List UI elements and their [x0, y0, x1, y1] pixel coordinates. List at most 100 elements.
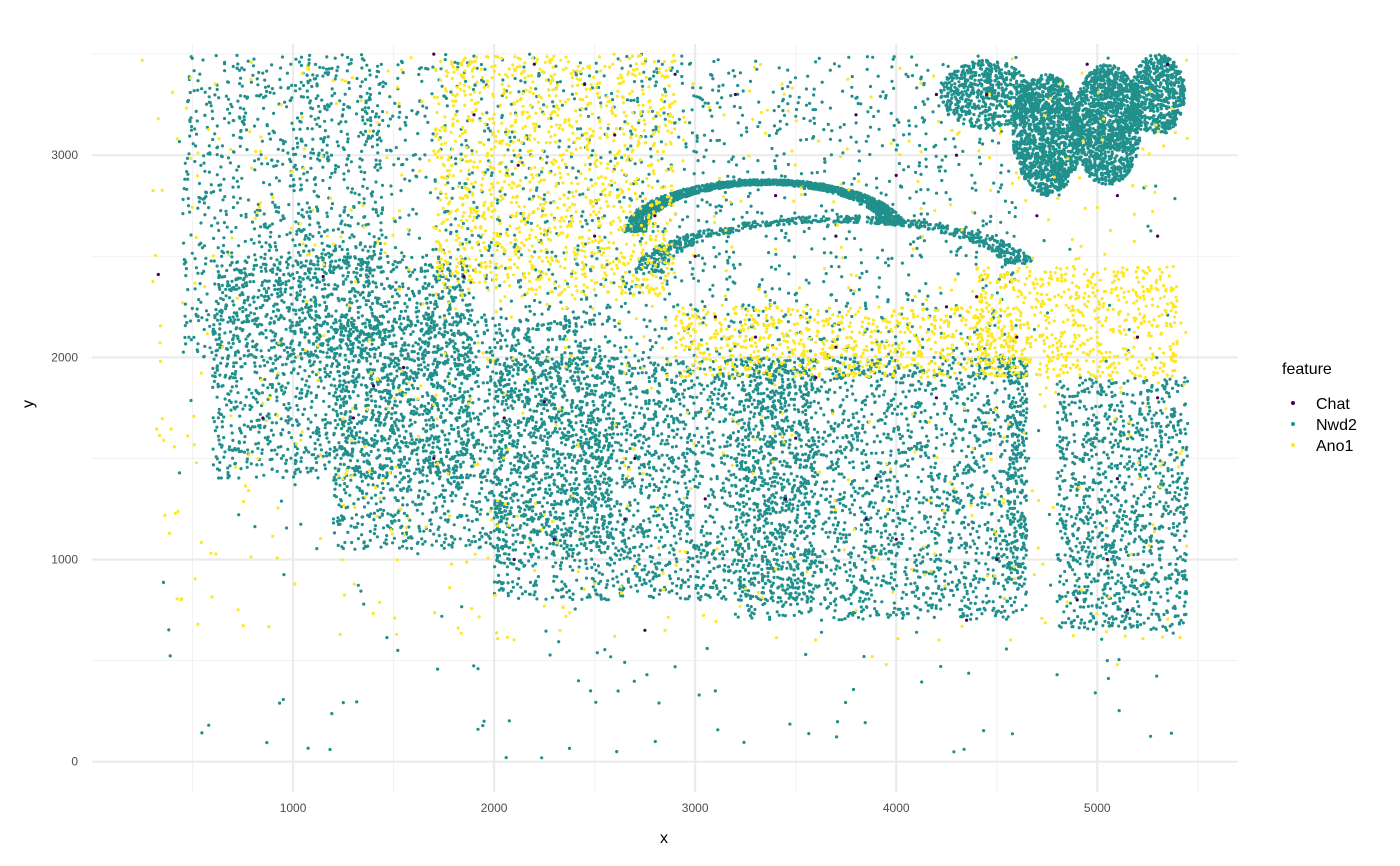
- data-point: [316, 94, 320, 98]
- data-point: [305, 178, 309, 182]
- data-point: [243, 94, 247, 98]
- data-point: [347, 360, 351, 364]
- data-point: [220, 309, 224, 313]
- data-point: [376, 455, 380, 459]
- data-point: [642, 578, 646, 582]
- data-point: [229, 318, 233, 322]
- data-point: [389, 427, 393, 432]
- data-point: [550, 472, 555, 477]
- data-point: [586, 516, 591, 520]
- data-point: [453, 274, 457, 278]
- data-point: [249, 80, 253, 84]
- data-point: [352, 381, 356, 385]
- data-point: [226, 107, 230, 111]
- data-point: [364, 101, 368, 105]
- data-point: [315, 286, 319, 290]
- data-point: [483, 450, 487, 454]
- data-point: [427, 443, 431, 447]
- data-point: [334, 259, 338, 263]
- data-point: [362, 505, 367, 509]
- data-point: [476, 373, 480, 377]
- data-point: [573, 370, 577, 374]
- data-point: [218, 460, 222, 464]
- data-point: [658, 528, 662, 532]
- data-point: [238, 82, 242, 86]
- data-point: [442, 404, 446, 408]
- data-point: [532, 431, 536, 435]
- data-point: [610, 436, 614, 440]
- data-point: [392, 536, 396, 540]
- data-point: [381, 486, 385, 490]
- data-point: [406, 398, 410, 402]
- data-point: [574, 421, 578, 425]
- data-point: [262, 473, 266, 477]
- data-point: [415, 452, 419, 456]
- data-point: [295, 386, 299, 390]
- data-point: [370, 342, 374, 346]
- data-point: [618, 557, 622, 562]
- data-point: [347, 264, 351, 268]
- data-point: [260, 451, 264, 455]
- data-point: [385, 412, 389, 416]
- data-point: [457, 411, 461, 415]
- data-point: [342, 208, 346, 213]
- data-point: [343, 255, 347, 259]
- data-point: [399, 412, 403, 416]
- data-point: [330, 171, 334, 175]
- data-point: [428, 529, 432, 533]
- data-point: [471, 360, 475, 364]
- data-point: [530, 415, 534, 419]
- data-point: [391, 359, 395, 363]
- data-point: [185, 156, 190, 160]
- data-point: [198, 282, 202, 286]
- data-point: [223, 195, 227, 199]
- data-point: [249, 238, 253, 242]
- data-point: [468, 358, 472, 362]
- data-point: [378, 463, 382, 467]
- data-point: [376, 323, 380, 327]
- data-point: [300, 330, 304, 334]
- data-point: [442, 540, 446, 545]
- data-point: [393, 411, 397, 415]
- data-point: [685, 524, 689, 528]
- data-point: [558, 427, 562, 431]
- data-point: [269, 230, 273, 234]
- data-point: [353, 547, 357, 551]
- data-point: [348, 255, 352, 259]
- data-point: [708, 569, 712, 574]
- data-point: [431, 481, 435, 485]
- data-point: [231, 438, 235, 442]
- data-point: [423, 489, 427, 494]
- data-point: [342, 324, 346, 328]
- data-point: [334, 426, 338, 430]
- data-point: [492, 529, 496, 533]
- data-point: [206, 313, 211, 317]
- data-point: [495, 412, 499, 416]
- data-point: [391, 263, 395, 267]
- data-point: [346, 365, 350, 369]
- data-point: [446, 331, 450, 335]
- data-point: [294, 395, 298, 399]
- data-point: [505, 572, 509, 577]
- data-point: [440, 461, 444, 465]
- data-point: [211, 137, 215, 142]
- data-point: [773, 484, 777, 488]
- data-point: [421, 357, 425, 361]
- data-point: [223, 274, 227, 279]
- data-point: [325, 211, 329, 215]
- data-point: [257, 418, 261, 422]
- data-point: [442, 389, 446, 393]
- data-point: [453, 537, 457, 541]
- data-point: [196, 314, 200, 318]
- data-point: [363, 170, 367, 175]
- data-point: [188, 134, 192, 138]
- data-point: [379, 248, 383, 252]
- data-point: [314, 96, 318, 101]
- data-point: [239, 377, 243, 381]
- data-point: [332, 377, 336, 381]
- data-point: [573, 558, 577, 562]
- data-point: [322, 399, 326, 403]
- data-point: [545, 386, 549, 390]
- data-point: [234, 283, 239, 287]
- data-point: [493, 503, 497, 507]
